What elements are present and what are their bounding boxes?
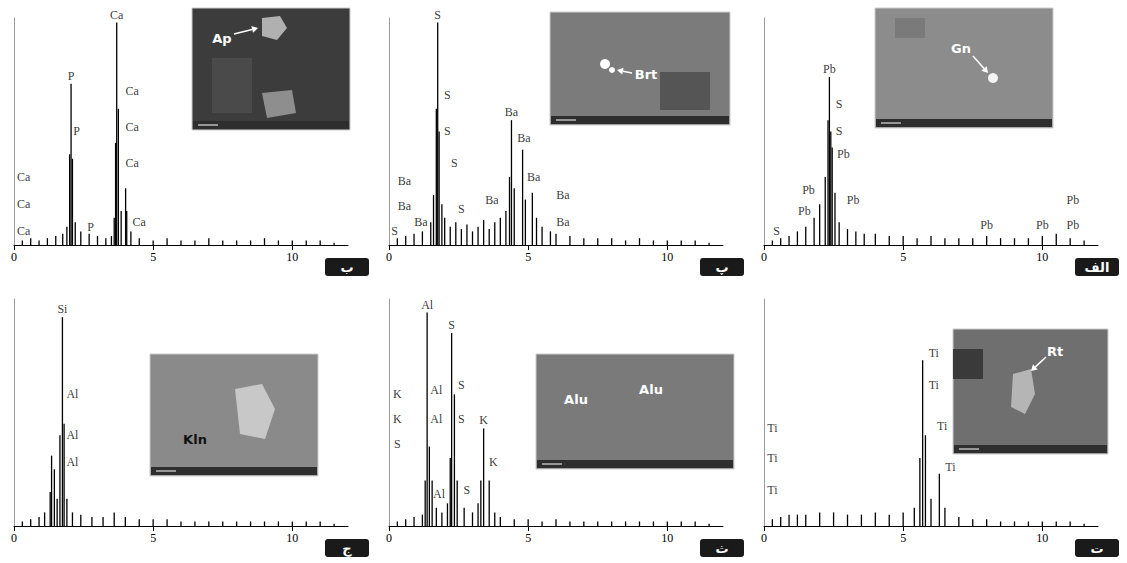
svg-text:Ti: Ti: [767, 451, 778, 465]
svg-text:Ba: Ba: [398, 174, 412, 188]
svg-text:Al: Al: [430, 412, 443, 426]
svg-text:5: 5: [150, 250, 156, 264]
svg-text:Ca: Ca: [126, 120, 140, 134]
svg-text:K: K: [479, 413, 488, 427]
svg-text:10: 10: [661, 531, 673, 545]
svg-text:Alu: Alu: [564, 392, 588, 407]
svg-text:P: P: [68, 69, 75, 83]
svg-text:S: S: [458, 378, 465, 392]
svg-text:Al: Al: [66, 428, 79, 442]
svg-text:Kln: Kln: [183, 432, 207, 447]
svg-text:5: 5: [525, 250, 531, 264]
svg-text:Ba: Ba: [556, 188, 570, 202]
svg-text:پ: پ: [715, 260, 728, 275]
svg-text:ت: ت: [1090, 541, 1103, 556]
svg-text:Ba: Ba: [414, 215, 428, 229]
svg-text:Rt: Rt: [1047, 344, 1063, 359]
svg-text:Ba: Ba: [556, 215, 570, 229]
svg-text:Pb: Pb: [1067, 193, 1080, 207]
svg-text:Ca: Ca: [17, 224, 31, 238]
svg-text:S: S: [448, 318, 455, 332]
svg-text:S: S: [444, 124, 451, 138]
svg-text:Al: Al: [433, 487, 446, 501]
svg-text:S: S: [836, 97, 843, 111]
svg-text:S: S: [434, 8, 441, 22]
svg-text:ث: ث: [715, 541, 728, 556]
svg-text:S: S: [836, 124, 843, 138]
svg-text:Ca: Ca: [126, 84, 140, 98]
svg-text:Ba: Ba: [485, 193, 499, 207]
svg-text:10: 10: [661, 250, 673, 264]
svg-text:Pb: Pb: [980, 218, 993, 232]
svg-text:Ca: Ca: [110, 8, 124, 22]
svg-text:Pb: Pb: [847, 193, 860, 207]
svg-text:الف: الف: [1085, 260, 1110, 275]
svg-text:S: S: [451, 156, 458, 170]
svg-text:Ti: Ti: [929, 346, 940, 360]
svg-text:S: S: [458, 202, 465, 216]
svg-text:0: 0: [761, 250, 767, 264]
svg-text:Ti: Ti: [945, 460, 956, 474]
svg-text:Ca: Ca: [133, 215, 147, 229]
svg-text:Ca: Ca: [17, 197, 31, 211]
svg-text:Ap: Ap: [212, 31, 231, 46]
svg-text:Pb: Pb: [802, 183, 815, 197]
svg-text:Ba: Ba: [517, 131, 531, 145]
svg-text:K: K: [489, 455, 498, 469]
svg-text:Alu: Alu: [639, 382, 663, 397]
svg-text:10: 10: [1036, 531, 1048, 545]
svg-text:S: S: [391, 224, 398, 238]
svg-text:Al: Al: [66, 455, 79, 469]
svg-text:ج: ج: [342, 541, 352, 557]
svg-text:Pb: Pb: [798, 204, 811, 218]
svg-text:K: K: [393, 387, 402, 401]
svg-text:Pb: Pb: [1036, 218, 1049, 232]
svg-text:P: P: [87, 220, 94, 234]
svg-text:10: 10: [286, 250, 298, 264]
svg-text:S: S: [444, 88, 451, 102]
svg-text:Al: Al: [421, 298, 434, 312]
svg-text:Ca: Ca: [17, 170, 31, 184]
svg-text:Ti: Ti: [929, 378, 940, 392]
svg-text:5: 5: [900, 250, 906, 264]
svg-text:Ti: Ti: [767, 421, 778, 435]
svg-text:S: S: [458, 412, 465, 426]
svg-text:0: 0: [11, 531, 17, 545]
svg-text:Pb: Pb: [837, 147, 850, 161]
svg-text:Pb: Pb: [1067, 218, 1080, 232]
svg-text:Al: Al: [430, 383, 443, 397]
svg-text:Brt: Brt: [635, 67, 658, 82]
svg-text:Ba: Ba: [398, 199, 412, 213]
svg-text:S: S: [394, 437, 401, 451]
svg-text:Ti: Ti: [937, 419, 948, 433]
svg-text:S: S: [464, 483, 471, 497]
svg-text:Si: Si: [57, 302, 68, 316]
svg-text:K: K: [393, 412, 402, 426]
svg-text:0: 0: [11, 250, 17, 264]
svg-text:S: S: [773, 224, 780, 238]
svg-text:Ti: Ti: [767, 483, 778, 497]
svg-text:Pb: Pb: [823, 62, 836, 76]
svg-text:P: P: [73, 124, 80, 138]
svg-text:ب: ب: [340, 260, 353, 275]
svg-text:Ca: Ca: [126, 156, 140, 170]
svg-text:5: 5: [150, 531, 156, 545]
svg-text:Al: Al: [66, 387, 79, 401]
svg-text:0: 0: [386, 250, 392, 264]
svg-text:5: 5: [900, 531, 906, 545]
svg-text:Gn: Gn: [951, 41, 971, 56]
svg-text:Ba: Ba: [527, 170, 541, 184]
svg-text:0: 0: [761, 531, 767, 545]
svg-text:0: 0: [386, 531, 392, 545]
svg-text:5: 5: [525, 531, 531, 545]
svg-text:10: 10: [286, 531, 298, 545]
svg-text:Ba: Ba: [505, 105, 519, 119]
svg-text:10: 10: [1036, 250, 1048, 264]
